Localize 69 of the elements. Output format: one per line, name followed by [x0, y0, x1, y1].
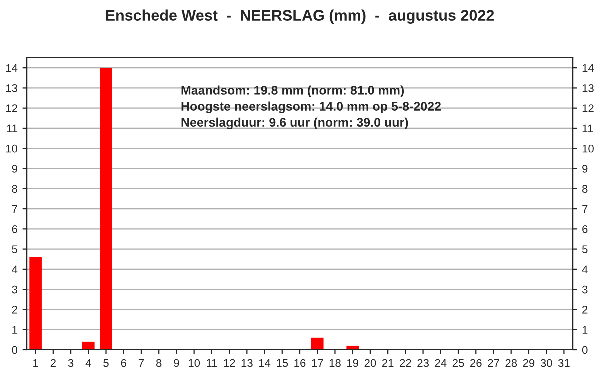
x-tick-label: 5 [104, 359, 109, 368]
y2-tick-label: 10 [582, 144, 594, 153]
bar [82, 342, 95, 350]
annotation: Maandsom: 19.8 mm (norm: 81.0 mm) [182, 86, 404, 98]
y-tick-label: 12 [6, 104, 18, 112]
x-tick-label: 21 [382, 359, 394, 368]
x-tick-label: 29 [523, 359, 535, 368]
x-tick-label: 16 [294, 359, 306, 368]
x-tick-label: 10 [188, 359, 200, 368]
y-tick-label: 14 [6, 64, 18, 72]
x-tick-label: 12 [224, 359, 236, 368]
x-tick-label: 9 [174, 359, 180, 368]
x-tick-label: 14 [259, 359, 271, 368]
y2-tick-label: 8 [582, 185, 588, 194]
x-tick-label: 4 [86, 359, 92, 368]
annotation: Neerslagduur: 9.6 uur (norm: 39.0 uur) [182, 118, 408, 130]
x-tick-label: 17 [312, 359, 324, 368]
x-tick-label: 6 [121, 359, 126, 368]
y2-tick-label: 14 [582, 64, 594, 72]
y-tick-label: 0 [12, 346, 18, 354]
y2-tick-label: 2 [582, 306, 588, 314]
y-tick-label: 1 [12, 326, 18, 334]
chart-title: Enschede West - NEERSLAG (mm) - augustus 2022 [106, 10, 494, 24]
y-tick-label: 11 [7, 124, 18, 133]
x-tick-label: 8 [156, 359, 162, 368]
x-tick-label: 24 [435, 359, 447, 368]
y2-tick-label: 12 [582, 104, 594, 112]
annotation: Hoogste neerslagsom: 14.0 mm op 5-8-2022 [182, 102, 441, 114]
y-tick-label: 4 [12, 266, 18, 274]
y-tick-label: 5 [12, 246, 18, 254]
x-tick-label: 30 [540, 359, 552, 368]
bar [30, 257, 42, 350]
y-tick-label: 3 [12, 286, 18, 294]
y-tick-label: 10 [6, 144, 18, 153]
x-tick-label: 11 [207, 359, 218, 368]
y-tick-label: 9 [12, 165, 18, 173]
x-tick-label: 1 [34, 359, 38, 368]
y2-tick-label: 0 [582, 346, 588, 354]
x-tick-label: 25 [452, 359, 464, 368]
y2-tick-label: 11 [582, 124, 594, 133]
y-tick-label: 13 [6, 84, 18, 92]
x-tick-label: 22 [400, 359, 412, 368]
x-tick-label: 15 [277, 359, 288, 368]
x-tick-label: 28 [506, 359, 518, 368]
y-tick-label: 7 [12, 205, 18, 214]
y2-tick-label: 13 [582, 84, 594, 92]
y-tick-label: 6 [12, 225, 18, 234]
x-tick-label: 2 [50, 359, 56, 368]
x-tick-label: 26 [470, 359, 482, 368]
y2-tick-label: 9 [582, 165, 588, 173]
x-tick-label: 7 [138, 359, 144, 368]
y-tick-label: 8 [12, 185, 18, 194]
x-tick-label: 31 [558, 359, 570, 368]
y2-tick-label: 6 [582, 225, 588, 234]
x-tick-label: 27 [488, 359, 500, 368]
bar [311, 338, 324, 350]
x-tick-label: 20 [364, 359, 376, 368]
y2-tick-label: 3 [582, 286, 588, 294]
x-tick-label: 23 [418, 359, 429, 368]
y2-tick-label: 5 [582, 246, 588, 254]
y-tick-label: 2 [12, 306, 18, 314]
y2-tick-label: 4 [582, 266, 588, 274]
x-tick-label: 3 [68, 359, 74, 368]
x-tick-label: 13 [242, 359, 253, 368]
x-tick-label: 19 [348, 359, 358, 368]
x-tick-label: 18 [330, 359, 341, 368]
y2-tick-label: 1 [582, 326, 588, 334]
bar [100, 68, 112, 350]
y2-tick-label: 7 [582, 205, 588, 214]
